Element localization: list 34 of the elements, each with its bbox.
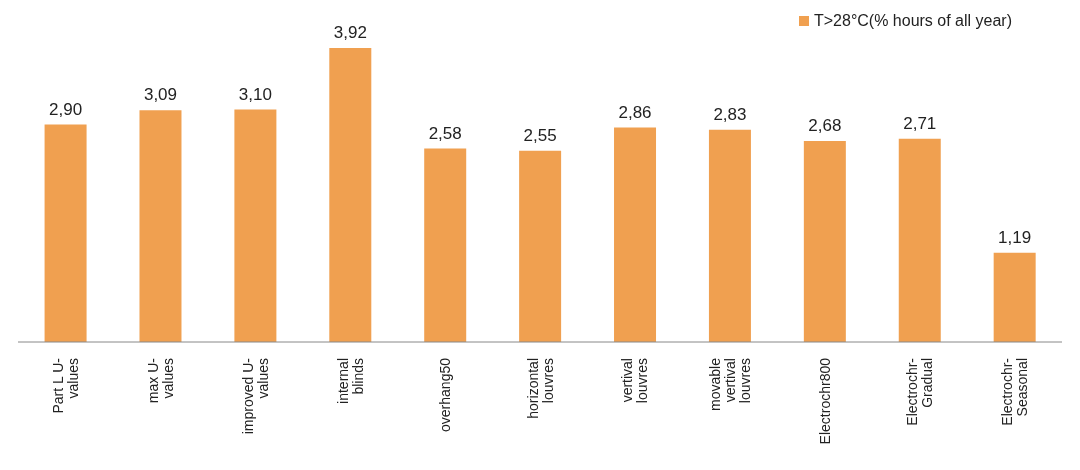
- x-tick-label: internal blinds: [334, 358, 366, 404]
- data-label: 3,09: [143, 85, 178, 105]
- bar: [44, 124, 87, 342]
- x-tick-label: vertival louvres: [619, 358, 651, 404]
- data-label: 1,19: [998, 227, 1032, 247]
- x-tick-label: Electrochr800: [816, 357, 833, 445]
- x-tick-label: Part L U-values: [49, 357, 81, 414]
- x-tick-label: movable vertival louvres: [706, 357, 753, 411]
- x-tick-label: horizontal louvres: [524, 358, 556, 419]
- x-tick-label: Electrochr-Gradual: [904, 357, 936, 426]
- bar: [708, 129, 751, 342]
- data-label: 2,55: [523, 125, 557, 145]
- bar: [329, 48, 372, 342]
- bar: [803, 141, 846, 342]
- bar: [424, 148, 467, 342]
- bar: [614, 127, 657, 342]
- data-label: 2,68: [808, 116, 842, 135]
- data-label: 3,92: [333, 23, 367, 42]
- bar: [898, 138, 941, 342]
- data-label: 2,71: [903, 113, 937, 133]
- data-label: 2,90: [49, 99, 83, 119]
- data-label: 2,86: [618, 102, 652, 122]
- x-tick-label: Electrochr-Seasonal: [999, 357, 1031, 426]
- data-label: 2,58: [428, 123, 462, 143]
- x-tick-label: improved U-values: [239, 357, 271, 435]
- bar: [519, 150, 562, 342]
- bar: [139, 110, 182, 342]
- x-tick-label: max U-values: [144, 357, 176, 404]
- data-label: 2,83: [713, 104, 747, 124]
- bar: [993, 252, 1036, 342]
- x-tick-label: overhang50: [437, 357, 454, 432]
- legend-label: T>28°C(% hours of all year): [812, 12, 1012, 30]
- bar: [234, 109, 277, 342]
- data-label: 3,10: [238, 84, 272, 104]
